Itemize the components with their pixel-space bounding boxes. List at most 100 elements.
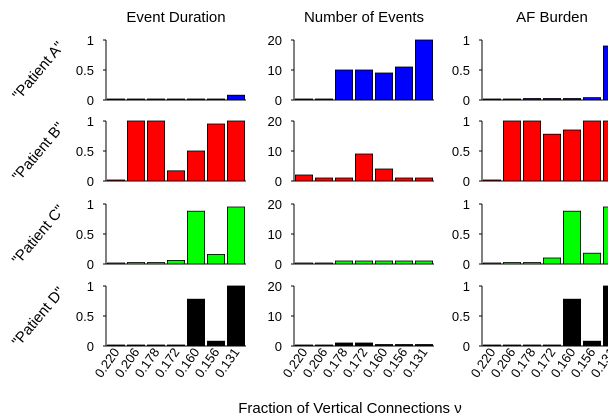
bar-0.172	[543, 133, 562, 182]
panel-r3-c2: 0 10 20	[268, 197, 434, 272]
bar-0.172	[166, 344, 185, 347]
panel-r2-c1: 00.51	[76, 114, 246, 189]
panel-r3-c3: 00.51	[452, 197, 608, 272]
y-tick-label: 10	[268, 309, 282, 324]
y-tick-label: 0.5	[452, 227, 470, 242]
bar-0.220	[482, 179, 501, 182]
bar-0.178	[523, 98, 542, 101]
bar-0.206	[502, 98, 521, 101]
y-tick-label: 20	[268, 279, 282, 294]
bar-0.178	[334, 177, 353, 182]
bar-0.172	[354, 342, 373, 347]
y-tick-label: 1	[463, 33, 470, 48]
bar-0.131	[226, 120, 245, 182]
y-tick-label: 0	[87, 257, 94, 272]
bar-0.206	[314, 177, 333, 182]
bar-0.160	[186, 150, 205, 182]
bar-0.160	[563, 98, 582, 101]
y-tick-label: 0.5	[452, 144, 470, 159]
bar-0.156	[394, 344, 413, 347]
y-tick-label: 0	[463, 174, 470, 189]
panel-r2-c3: 00.51	[452, 114, 608, 189]
y-tick-label: 10	[268, 227, 282, 242]
y-tick-label: 1	[463, 279, 470, 294]
bar-0.156	[394, 66, 413, 101]
y-tick-label: 0	[275, 174, 282, 189]
bar-0.172	[166, 170, 185, 182]
bar-0.156	[206, 98, 225, 101]
bar-0.220	[107, 344, 126, 347]
bar-0.206	[127, 120, 146, 182]
bar-0.160	[374, 260, 393, 265]
bar-0.160	[186, 298, 205, 347]
panels: 00.510102000.5100.510102000.5100.5101020…	[76, 33, 608, 354]
bar-0.220	[107, 98, 126, 101]
bar-0.178	[334, 69, 353, 101]
row-label-patient-d: "Patient D"	[9, 284, 69, 350]
bar-0.156	[394, 260, 413, 265]
bar-0.206	[127, 344, 146, 347]
bar-0.178	[146, 344, 165, 347]
bar-0.220	[294, 344, 313, 347]
y-tick-label: 0	[275, 339, 282, 354]
bar-0.220	[294, 98, 313, 101]
bar-0.172	[543, 257, 562, 265]
y-tick-label: 10	[268, 144, 282, 159]
bar-0.160	[374, 168, 393, 182]
y-tick-label: 20	[268, 114, 282, 129]
bar-0.131	[414, 260, 433, 265]
bar-0.206	[314, 344, 333, 347]
x-axis-label: Fraction of Vertical Connections ν	[238, 400, 461, 417]
bar-0.178	[523, 262, 542, 265]
panel-r4-c1: 00.51	[76, 279, 246, 354]
y-tick-label: 0	[87, 339, 94, 354]
bar-0.178	[334, 260, 353, 265]
column-title-af-burden: AF Burden	[516, 9, 588, 26]
bar-0.131	[603, 120, 608, 182]
bar-0.172	[354, 153, 373, 182]
bar-0.206	[314, 262, 333, 265]
y-tick-label: 0.5	[76, 144, 94, 159]
panel-r2-c2: 0 10 20	[268, 114, 434, 189]
bar-0.220	[482, 98, 501, 101]
row-label-patient-b: "Patient B"	[9, 119, 68, 185]
bar-0.131	[603, 45, 608, 101]
bar-0.206	[502, 344, 521, 347]
y-tick-label: 20	[268, 197, 282, 212]
y-tick-label: 1	[463, 197, 470, 212]
panel-r1-c1: 00.51	[76, 33, 246, 108]
y-tick-label: 0.5	[76, 63, 94, 78]
y-tick-label: 1	[87, 197, 94, 212]
y-tick-label: 0	[87, 174, 94, 189]
y-tick-label: 0	[275, 257, 282, 272]
row-label-patient-a: "Patient A"	[9, 39, 67, 104]
bar-0.160	[563, 129, 582, 182]
y-tick-label: 0.5	[452, 63, 470, 78]
bar-0.220	[294, 174, 313, 182]
bar-0.156	[206, 123, 225, 182]
row-labels: "Patient A" "Patient B" "Patient C" "Patien…	[9, 39, 69, 351]
y-tick-label: 0	[463, 257, 470, 272]
bar-0.160	[186, 210, 205, 265]
bar-0.178	[146, 98, 165, 101]
y-tick-label: 1	[463, 114, 470, 129]
bar-0.206	[127, 262, 146, 265]
panel-r1-c3: 00.51	[452, 33, 608, 108]
bar-0.160	[563, 210, 582, 265]
bar-0.156	[583, 340, 602, 347]
bar-0.156	[583, 97, 602, 101]
bar-0.160	[374, 344, 393, 347]
bar-0.131	[226, 285, 245, 347]
bar-0.220	[482, 262, 501, 265]
bar-0.156	[583, 120, 602, 182]
bar-0.156	[583, 252, 602, 265]
panel-r4-c3: 00.51	[452, 279, 608, 354]
y-tick-label: 0	[463, 93, 470, 108]
y-tick-label: 0	[87, 93, 94, 108]
bar-0.172	[166, 98, 185, 101]
bar-0.156	[394, 177, 413, 182]
y-tick-label: 1	[87, 33, 94, 48]
bar-0.178	[523, 344, 542, 347]
